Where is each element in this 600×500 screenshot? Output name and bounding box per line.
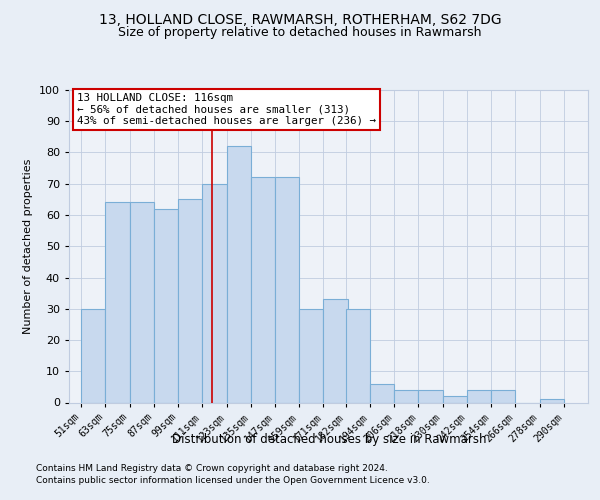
Bar (443, 396, 467, 402)
Text: 13, HOLLAND CLOSE, RAWMARSH, ROTHERHAM, S62 7DG: 13, HOLLAND CLOSE, RAWMARSH, ROTHERHAM, … (98, 12, 502, 26)
Bar (394, 390, 418, 402)
Bar (81, 308, 106, 402)
Bar (491, 390, 515, 402)
Text: Size of property relative to detached houses in Rawmarsh: Size of property relative to detached ho… (118, 26, 482, 39)
Bar (251, 178, 275, 402)
Bar (130, 202, 154, 402)
Y-axis label: Number of detached properties: Number of detached properties (23, 158, 34, 334)
Bar (467, 390, 491, 402)
Text: 13 HOLLAND CLOSE: 116sqm
← 56% of detached houses are smaller (313)
43% of semi-: 13 HOLLAND CLOSE: 116sqm ← 56% of detach… (77, 93, 376, 126)
Bar (202, 184, 227, 402)
Text: Contains public sector information licensed under the Open Government Licence v3: Contains public sector information licen… (36, 476, 430, 485)
Bar (323, 300, 347, 403)
Bar (346, 308, 370, 402)
Bar (539, 400, 564, 402)
Bar (154, 209, 178, 402)
Bar (106, 202, 130, 402)
Text: Contains HM Land Registry data © Crown copyright and database right 2024.: Contains HM Land Registry data © Crown c… (36, 464, 388, 473)
Bar (275, 178, 299, 402)
Bar (227, 146, 251, 403)
Bar (178, 200, 202, 402)
Bar (370, 384, 394, 402)
Text: Distribution of detached houses by size in Rawmarsh: Distribution of detached houses by size … (172, 432, 486, 446)
Bar (299, 308, 323, 402)
Bar (418, 390, 443, 402)
